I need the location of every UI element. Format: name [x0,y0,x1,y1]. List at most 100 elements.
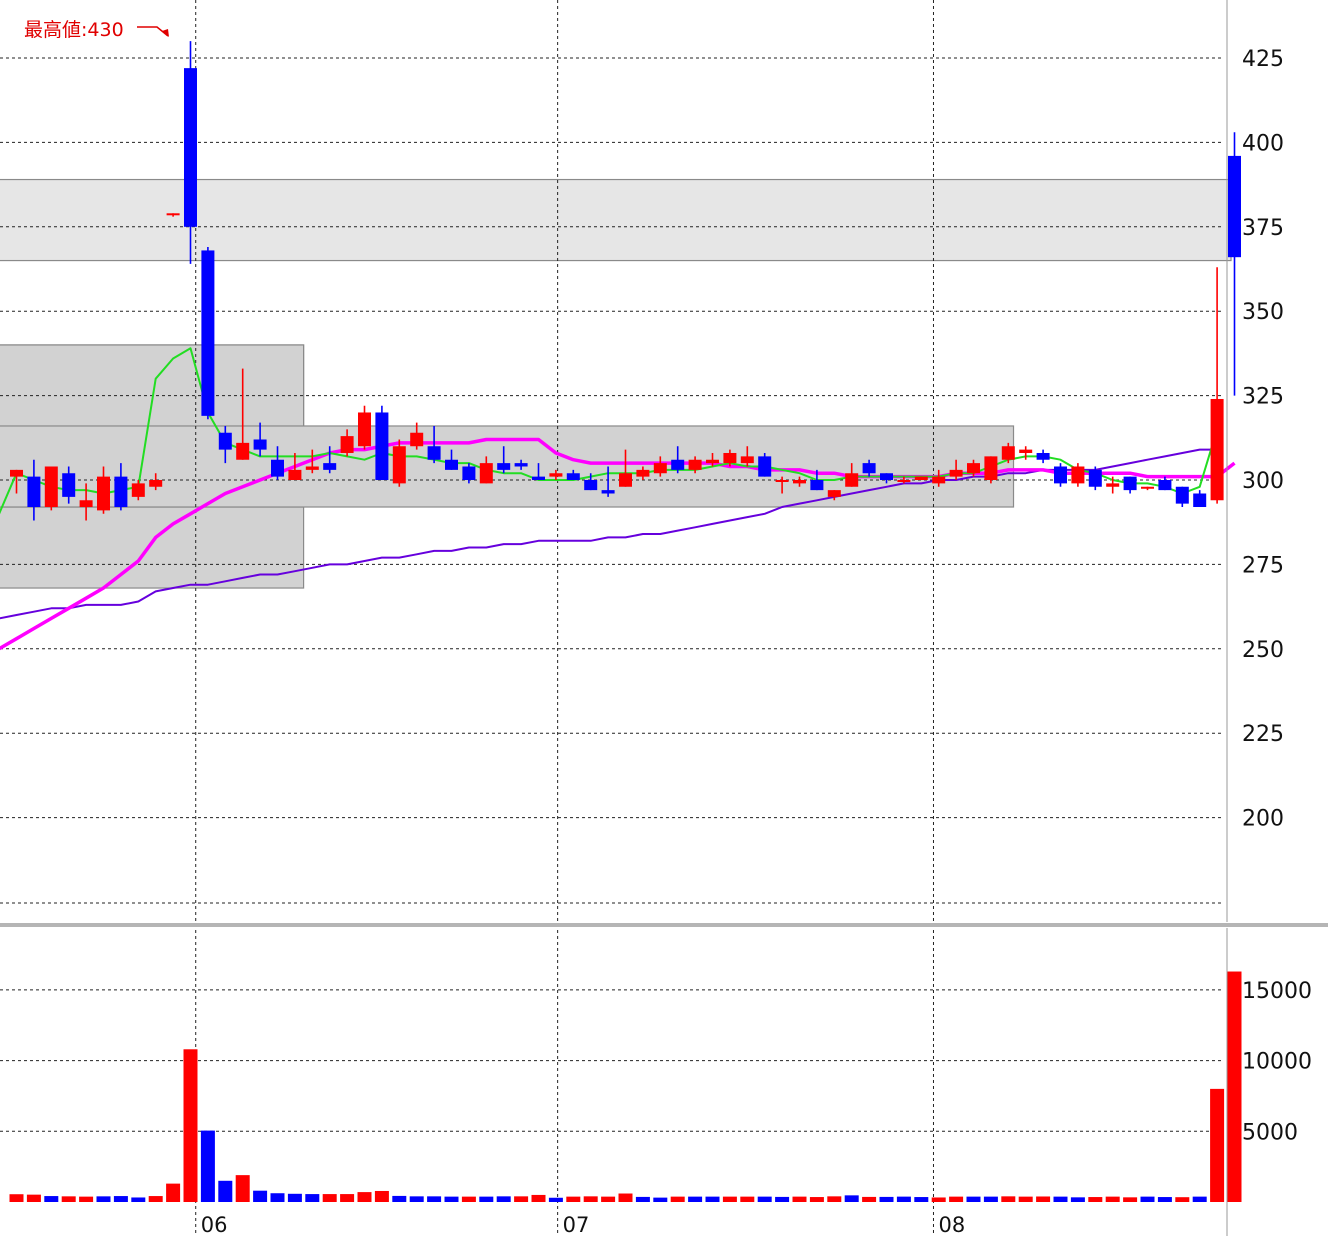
candle-body [305,466,319,470]
volume-bar [1123,1197,1138,1202]
candle [410,422,424,450]
volume-bar [444,1196,459,1202]
candle [1175,486,1189,508]
price-tick-label: 400 [1242,131,1284,156]
candle-body [758,456,772,477]
max-price-arrow [137,26,169,37]
volume-bar [218,1180,233,1202]
volume-bar [374,1190,389,1202]
candle-body [218,432,232,450]
volume-bar [757,1196,772,1202]
candle-body [149,480,163,487]
candle-body [671,459,685,470]
candle-body [410,432,424,447]
candle [740,446,754,467]
candle-body [97,476,110,511]
volume-bar [61,1196,76,1202]
volume-bar [566,1196,581,1202]
candle-body [392,446,406,484]
volume-bar [531,1194,546,1202]
volume-tick-label: 10000 [1242,1050,1312,1075]
candle [10,469,23,494]
price-tick-label: 250 [1242,638,1284,663]
candle [566,469,580,480]
candle [236,368,250,460]
candle-body [166,213,180,216]
candle [305,449,319,474]
volume-bar [26,1194,41,1202]
volume-bar [827,1196,842,1202]
ma-long-line [0,448,1218,620]
volume-bar [983,1196,998,1202]
candle-body [44,466,58,508]
volume-bar [548,1197,563,1202]
volume-bar [809,1197,824,1202]
candle-body [566,473,580,480]
candle [549,469,563,480]
candle [862,459,876,477]
candle-body [897,480,911,482]
ma-mid-line [0,437,1236,651]
volume-bar [635,1196,650,1202]
candle-body [653,463,667,474]
volume-bar [601,1196,616,1202]
candle [1054,463,1067,487]
candle [827,490,841,501]
volume-bar [1227,971,1242,1202]
candle [1228,132,1241,396]
price-tick-label: 300 [1242,469,1284,494]
candle [775,476,789,494]
candle [653,456,667,477]
volume-bar [479,1196,494,1202]
zone-box [0,178,1232,262]
candle-body [949,469,963,477]
price-tick-label: 325 [1242,385,1284,410]
price-axis-labels: 425 400 375 350 325 300 275 250 225 200 [1242,47,1284,832]
volume-bars [9,971,1242,1202]
candle-body [1123,476,1137,491]
volume-bar [914,1197,929,1202]
candle-body [253,439,267,450]
volume-bar [44,1196,59,1202]
volume-bar [235,1175,250,1202]
candle-body [1228,155,1241,258]
candle [44,466,58,511]
candle [932,469,946,487]
candle [218,425,232,464]
candle-body [375,412,389,480]
candle [445,449,458,470]
month-tick-label: 07 [563,1213,590,1236]
candle-body [79,500,93,508]
volume-bar [705,1196,720,1202]
candle-body [358,412,371,447]
candle-body [532,476,545,480]
candle-body [862,463,876,474]
candle [1141,486,1154,491]
candle-body [1141,486,1154,489]
candle [62,466,76,504]
candle [1088,466,1102,491]
volume-bar [1088,1197,1103,1202]
volume-bar [392,1195,407,1202]
candle-body [880,473,893,480]
candle [636,466,650,480]
candle-body [793,480,806,484]
volume-bar [340,1194,355,1202]
volume-bar [844,1195,859,1202]
price-tick-label: 425 [1242,47,1284,72]
price-tick-label: 225 [1242,722,1284,747]
max-price-annotation: 最高値:430 [24,19,169,41]
volume-bar [79,1196,94,1202]
volume-bar [1192,1196,1207,1202]
candle [323,446,337,474]
volume-bar [270,1193,285,1202]
candle [27,459,41,521]
candle [897,476,911,484]
volume-bar [1105,1196,1120,1202]
candle [1019,446,1033,460]
candle-body [601,490,615,494]
candle [427,425,441,464]
candle [1193,490,1207,508]
candle-body [131,483,145,497]
candle [688,456,702,474]
